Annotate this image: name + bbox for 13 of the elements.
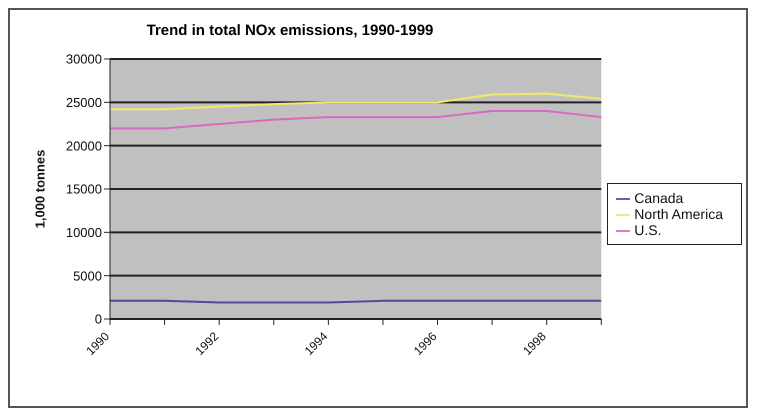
y-tick-label: 10000	[66, 224, 102, 240]
y-tick-label: 30000	[66, 52, 102, 67]
legend-label: Canada	[634, 190, 684, 206]
line-series	[109, 110, 602, 130]
chart-title: Trend in total NOx emissions, 1990-1999	[146, 22, 434, 39]
y-tick-label: 5000	[73, 268, 102, 284]
y-tick-label: 20000	[66, 138, 102, 154]
y-tick-label: 25000	[66, 94, 102, 110]
y-axis-title: 1,000 tonnes	[32, 150, 48, 228]
y-tick-label: 15000	[66, 182, 102, 197]
legend-label: North America	[634, 206, 723, 222]
y-tick-label: 0	[94, 312, 102, 327]
legend-label: U.S.	[634, 222, 662, 238]
